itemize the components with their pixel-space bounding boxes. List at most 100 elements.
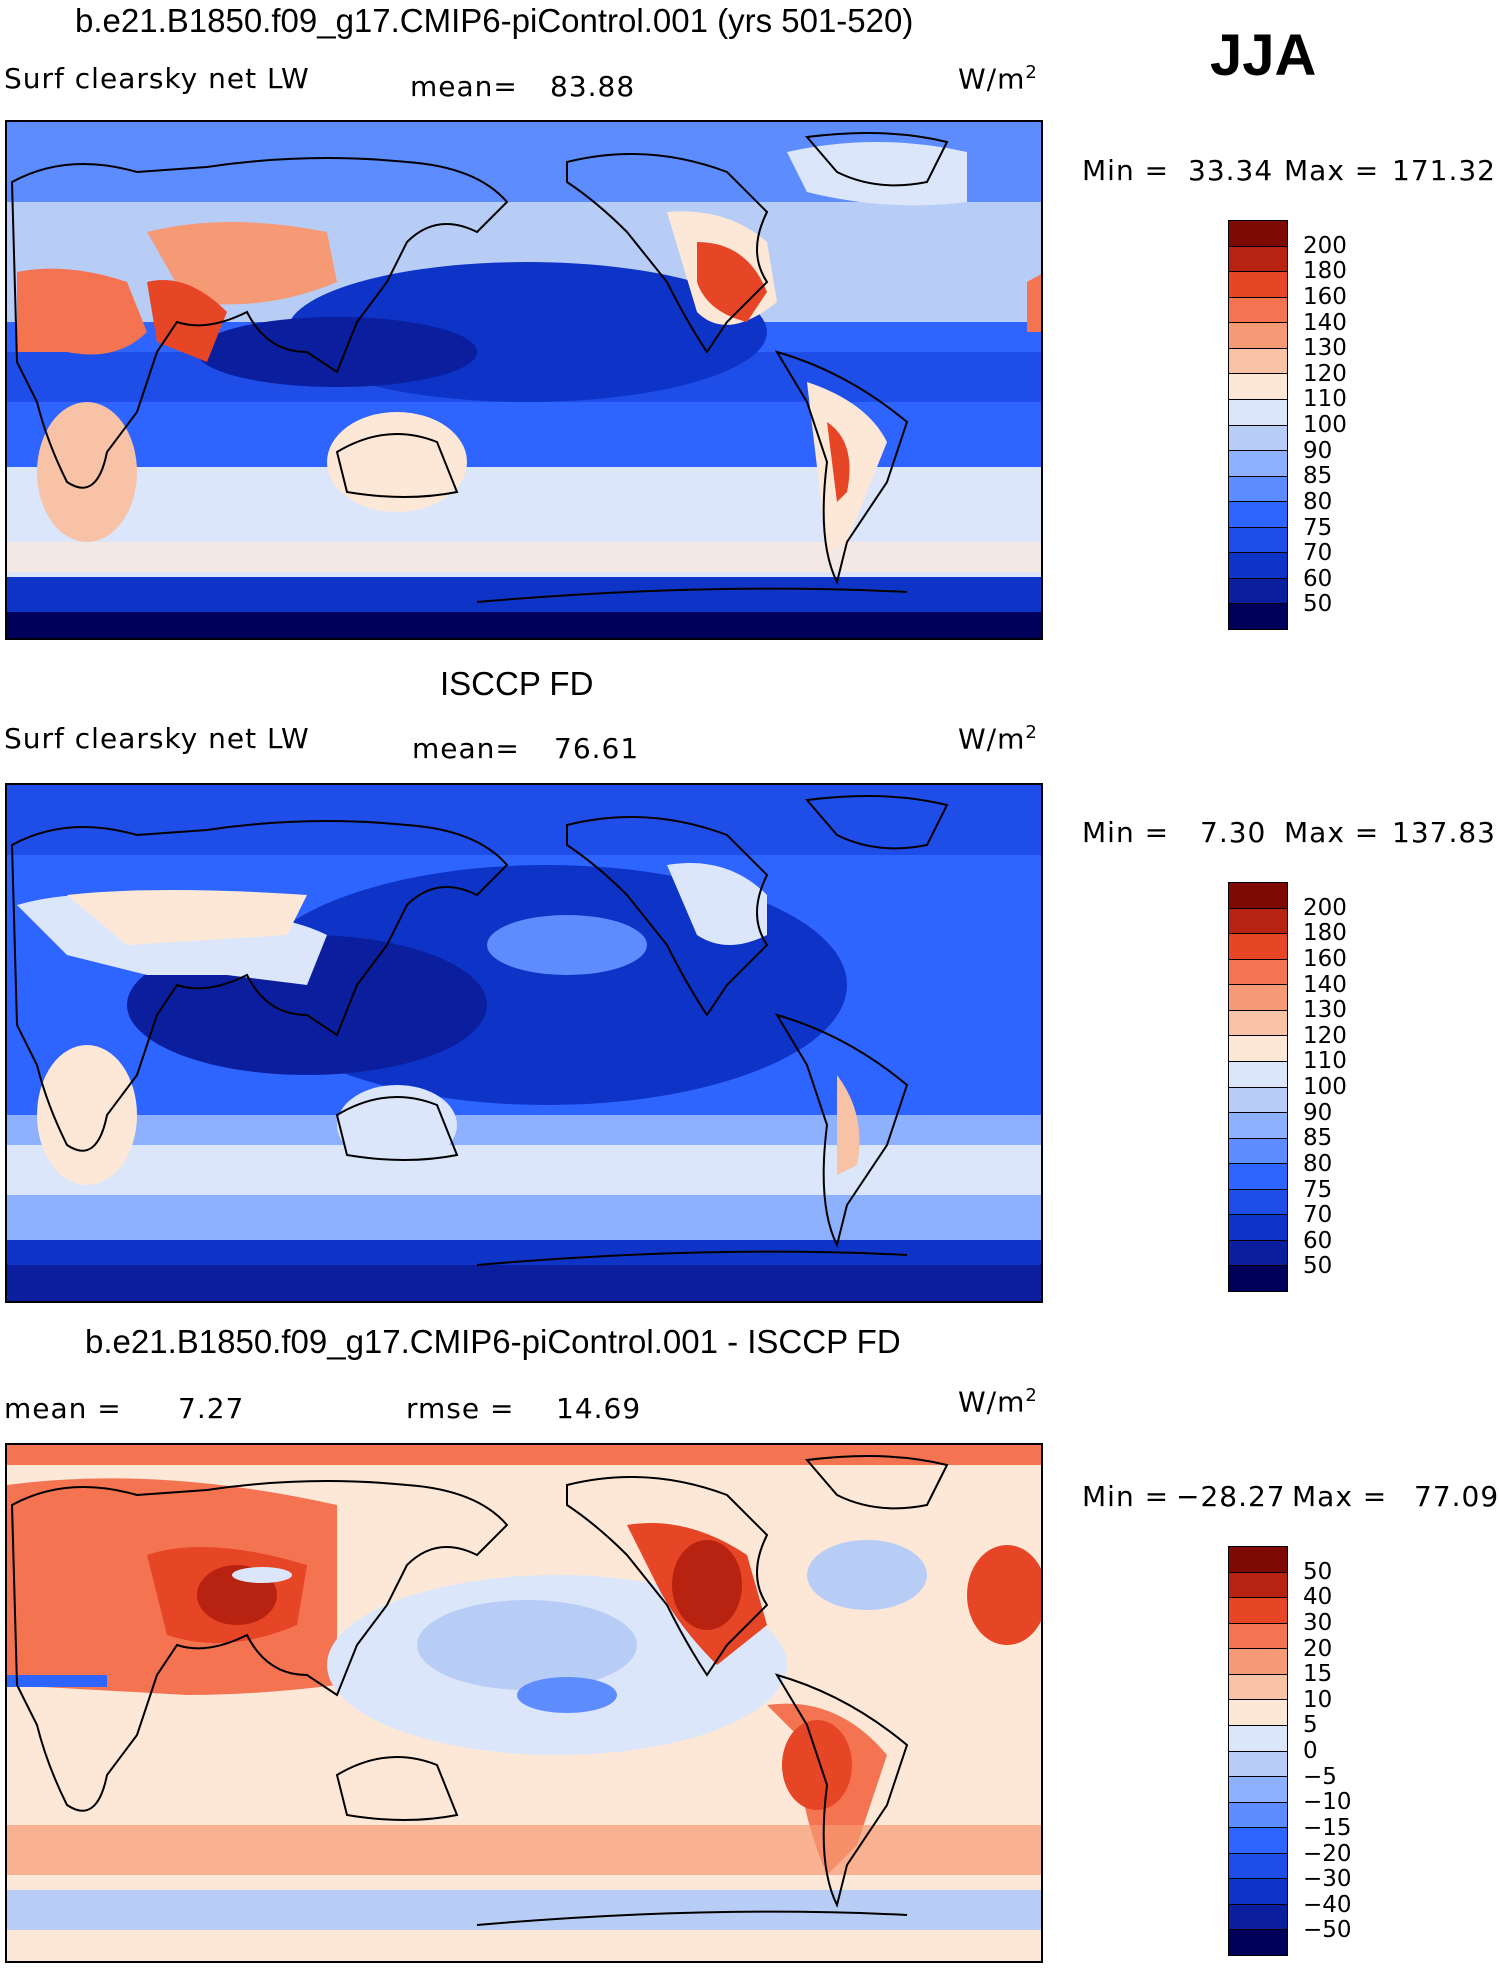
colorbar-tick-label: −5 [1303,1763,1337,1790]
colorbar-segment [1229,908,1287,935]
colorbar-segment [1229,553,1287,579]
colorbar-segment [1229,374,1287,400]
colorbar-segment [1229,1623,1287,1650]
colorbar-tick-label: 120 [1303,360,1347,387]
colorbar-tick-label: 50 [1303,591,1333,618]
panel2-colorbar [1228,882,1288,1292]
colorbar-segment [1229,246,1287,273]
panel1-colorbar [1228,220,1288,630]
colorbar-tick-label: 85 [1303,1125,1333,1152]
colorbar-tick-label: 50 [1303,1558,1333,1585]
panel2-units: W/m2 [958,722,1038,756]
panel2-max-label: Max = [1284,816,1380,849]
colorbar-segment [1229,1649,1287,1675]
colorbar-tick-label: 20 [1303,1635,1333,1662]
colorbar-segment [1229,272,1287,298]
panel3-colorbar-ticks: 50 40 30 20 15 10 5 0 −5 −10 −15 −20 −30 −40 −50 [1303,1546,1393,1956]
panel3-min-value: −28.27 [1176,1480,1286,1513]
colorbar-tick-label: 90 [1303,437,1333,464]
colorbar-segment [1229,399,1287,426]
season-label: JJA [1210,23,1317,88]
colorbar-segment [1229,1164,1287,1190]
colorbar-tick-label: 180 [1303,258,1347,285]
panel1-variable-label: Surf clearsky net LW [4,62,310,95]
colorbar-segment [1229,883,1287,909]
colorbar-tick-label: 80 [1303,488,1333,515]
colorbar-segment [1229,1266,1287,1291]
colorbar-segment [1229,1036,1287,1062]
colorbar-tick-label: 100 [1303,412,1347,438]
panel1-max-value: 171.32 [1392,154,1496,187]
colorbar-segment [1229,527,1287,554]
colorbar-tick-label: 40 [1303,1584,1333,1611]
colorbar-segment [1229,1853,1287,1880]
colorbar-segment [1229,1189,1287,1216]
colorbar-tick-label: 30 [1303,1609,1333,1636]
panel2-map-svg [7,785,1041,1301]
colorbar-segment [1229,221,1287,247]
panel1-map [5,120,1043,640]
colorbar-tick-label: 50 [1303,1253,1333,1280]
colorbar-segment [1229,578,1287,605]
colorbar-segment [1229,1700,1287,1726]
colorbar-segment [1229,1751,1287,1778]
colorbar-tick-label: −10 [1303,1789,1352,1816]
colorbar-tick-label: 160 [1303,283,1347,310]
colorbar-tick-label: −40 [1303,1891,1352,1918]
panel3-max-value: 77.09 [1414,1480,1499,1513]
panel1-min-label: Min = [1082,154,1170,187]
colorbar-tick-label: −50 [1303,1917,1352,1944]
colorbar-segment [1229,1010,1287,1037]
colorbar-segment [1229,1777,1287,1803]
panel1-mean-value: 83.88 [550,70,636,103]
colorbar-tick-label: −20 [1303,1840,1352,1867]
panel2-max-value: 137.83 [1392,816,1496,849]
colorbar-tick-label: 60 [1303,1227,1333,1254]
panel3-title: b.e21.B1850.f09_g17.CMIP6-piControl.001 … [85,1323,901,1360]
colorbar-tick-label: 140 [1303,309,1347,336]
colorbar-segment [1229,1087,1287,1114]
colorbar-tick-label: 70 [1303,1202,1333,1229]
colorbar-tick-label: 120 [1303,1022,1347,1049]
colorbar-tick-label: −30 [1303,1866,1352,1893]
panel2-variable-label: Surf clearsky net LW [4,722,310,755]
panel3-units: W/m2 [958,1385,1038,1419]
colorbar-segment [1229,1930,1287,1955]
colorbar-tick-label: 110 [1303,386,1347,413]
colorbar-tick-label: 10 [1303,1686,1333,1713]
colorbar-tick-label: 160 [1303,945,1347,972]
colorbar-segment [1229,1879,1287,1905]
colorbar-segment [1229,1547,1287,1573]
colorbar-segment [1229,1061,1287,1088]
panel2-min-value: 7.30 [1200,816,1267,849]
colorbar-segment [1229,451,1287,477]
colorbar-segment [1229,959,1287,986]
panel1-colorbar-ticks: 200 180 160 140 130 120 110 100 90 85 80 75 70 60 50 [1303,220,1393,630]
colorbar-tick-label: 180 [1303,920,1347,947]
colorbar-segment [1229,1138,1287,1165]
colorbar-tick-label: 200 [1303,894,1347,921]
panel3-rmse-value: 14.69 [556,1392,642,1425]
panel3-rmse-label: rmse = [406,1392,515,1425]
panel2-mean-label: mean= [412,732,520,765]
colorbar-segment [1229,297,1287,324]
panel1-units: W/m2 [958,62,1038,96]
colorbar-tick-label: 200 [1303,232,1347,259]
colorbar-segment [1229,1215,1287,1241]
panel3-mean-label: mean = [4,1392,122,1425]
colorbar-segment [1229,476,1287,503]
colorbar-tick-label: 110 [1303,1048,1347,1075]
colorbar-tick-label: 5 [1303,1712,1318,1739]
colorbar-segment [1229,1828,1287,1854]
panel3-min-label: Min = [1082,1480,1170,1513]
panel1-title: b.e21.B1850.f09_g17.CMIP6-piControl.001 … [75,2,914,39]
panel2-map [5,783,1043,1303]
colorbar-segment [1229,1725,1287,1752]
colorbar-tick-label: 90 [1303,1099,1333,1126]
colorbar-segment [1229,1113,1287,1139]
colorbar-tick-label: 140 [1303,971,1347,998]
panel1-max-label: Max = [1284,154,1380,187]
colorbar-tick-label: 130 [1303,997,1347,1024]
panel3-max-label: Max = [1292,1480,1388,1513]
colorbar-tick-label: 100 [1303,1074,1347,1100]
